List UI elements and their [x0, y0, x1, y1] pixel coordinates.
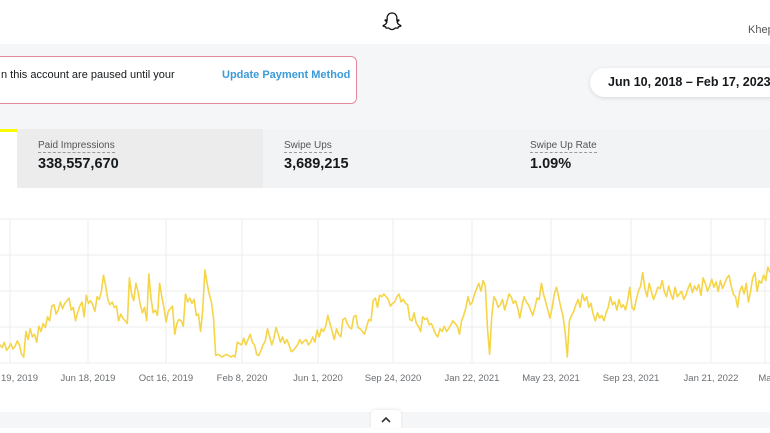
snapchat-ghost-icon[interactable] — [381, 10, 403, 34]
x-tick-label: Jun 1, 2020 — [293, 373, 343, 384]
series-line — [0, 266, 770, 358]
payment-alert-banner: n this account are paused until your Upd… — [0, 56, 357, 104]
alert-message: n this account are paused until your — [1, 69, 175, 81]
metric-label: Swipe Up Rate — [530, 140, 597, 153]
metric-tab-swipe-up-rate[interactable]: Swipe Up Rate 1.09% — [509, 129, 770, 188]
metric-tab-selected[interactable] — [0, 129, 17, 188]
user-menu-name[interactable]: Khep — [748, 24, 770, 36]
collapse-toggle[interactable] — [371, 410, 401, 428]
metric-tabs: Paid Impressions 338,557,670 Swipe Ups 3… — [0, 129, 770, 188]
chart-grid — [0, 218, 770, 364]
date-range-picker[interactable]: Jun 10, 2018 – Feb 17, 2023 — [590, 68, 770, 97]
x-tick-label: Ma — [758, 373, 770, 384]
chevron-up-icon — [381, 416, 391, 423]
top-navbar: Khep — [0, 0, 770, 44]
date-range-label: Jun 10, 2018 – Feb 17, 2023 — [608, 75, 770, 89]
x-tick-label: Sep 24, 2020 — [365, 373, 422, 384]
metric-value: 338,557,670 — [38, 156, 119, 172]
metric-value: 3,689,215 — [284, 156, 349, 172]
x-tick-label: 19, 2019 — [1, 373, 38, 384]
x-tick-label: Jun 18, 2019 — [61, 373, 116, 384]
metric-label: Paid Impressions — [38, 140, 115, 153]
metric-tab-swipe-ups[interactable]: Swipe Ups 3,689,215 — [263, 129, 509, 188]
metric-value: 1.09% — [530, 156, 572, 172]
metric-tab-paid-impressions[interactable]: Paid Impressions 338,557,670 — [17, 129, 263, 188]
line-chart: 19, 2019 Jun 18, 2019 Oct 16, 2019 Feb 8, 2… — [0, 218, 770, 384]
update-payment-method-link[interactable]: Update Payment Method — [222, 69, 351, 81]
x-tick-label: May 23, 2021 — [522, 373, 580, 384]
x-axis-ticks: 19, 2019 Jun 18, 2019 Oct 16, 2019 Feb 8, 2… — [1, 373, 770, 384]
x-tick-label: Sep 23, 2021 — [603, 373, 660, 384]
x-tick-label: Jan 21, 2022 — [684, 373, 739, 384]
x-tick-label: Feb 8, 2020 — [217, 373, 268, 384]
x-tick-label: Jan 22, 2021 — [445, 373, 500, 384]
x-tick-label: Oct 16, 2019 — [139, 373, 193, 384]
metric-label: Swipe Ups — [284, 140, 332, 153]
